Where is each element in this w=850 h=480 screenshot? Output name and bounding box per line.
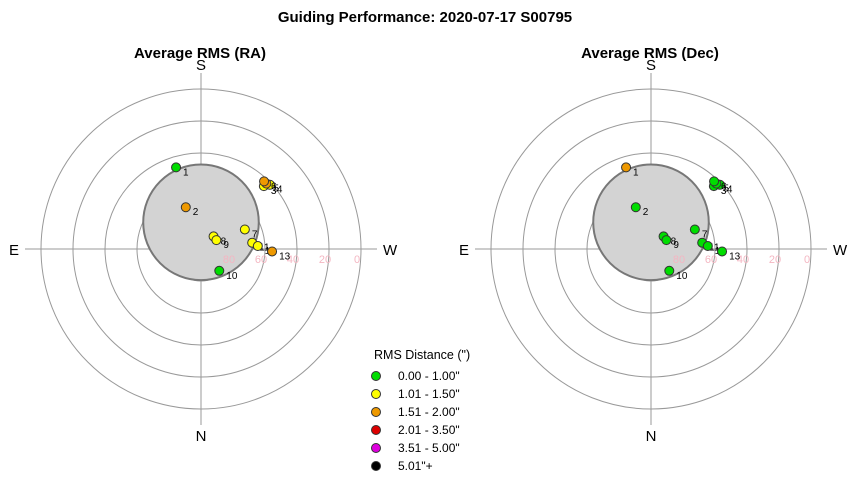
legend: RMS Distance (") 0.00 - 1.00" 1.01 - 1.5… [360,348,470,475]
data-point-label-ra-3: 3 [271,186,277,197]
data-point-dec-9 [661,235,672,246]
radial-tick-label-ra-0: 0 [354,254,360,266]
data-point-label-dec-3: 3 [721,186,727,197]
legend-swatch-bin-3 [371,407,381,417]
compass-label-ra-left: E [9,242,19,259]
legend-swatch-bin-6 [371,461,381,471]
radial-tick-label-dec-0: 0 [804,254,810,266]
data-point-ra-1 [171,162,182,173]
data-point-ra-2 [180,202,191,213]
data-point-label-dec-4: 4 [727,185,733,196]
radial-tick-label-dec-60: 60 [705,254,717,266]
legend-entry-bin-5: 3.51 - 5.00" [360,439,470,457]
exclusion-zone-dec [592,163,710,282]
legend-entry-bin-1: 0.00 - 1.00" [360,367,470,385]
data-point-label-ra-10: 10 [226,271,238,282]
radial-tick-label-dec-40: 40 [737,254,749,266]
data-point-ra-6 [259,176,270,187]
data-point-dec-6 [709,176,720,187]
data-point-label-ra-7: 7 [252,229,258,240]
data-point-label-dec-1: 1 [633,167,639,178]
legend-swatch-bin-4 [371,425,381,435]
radial-tick-label-dec-80: 80 [673,254,685,266]
radial-tick-label-ra-60: 60 [255,254,267,266]
data-point-label-dec-9: 9 [673,240,679,251]
data-point-label-dec-6: 6 [721,181,727,192]
data-point-label-dec-2: 2 [643,207,649,218]
compass-label-dec-bottom: N [646,428,657,445]
legend-label-bin-4: 2.01 - 3.50" [398,423,460,437]
data-point-ra-13 [267,246,278,257]
data-point-label-dec-11: 11 [709,243,720,254]
legend-swatch-bin-2 [371,389,381,399]
data-point-ra-7 [239,224,250,235]
data-point-dec-13 [717,246,728,257]
legend-label-bin-5: 3.51 - 5.00" [398,441,460,455]
data-point-label-ra-1: 1 [183,167,189,178]
data-point-dec-7 [689,224,700,235]
data-point-dec-12 [702,241,713,252]
compass-label-dec-top: S [646,57,656,74]
legend-title: RMS Distance (") [374,348,471,362]
data-point-label-dec-7: 7 [702,229,708,240]
compass-label-dec-left: E [459,242,469,259]
legend-swatch-bin-5 [371,443,381,453]
data-point-label-ra-9: 9 [223,240,229,251]
compass-label-ra-top: S [196,57,206,74]
data-point-ra-9 [211,235,222,246]
data-point-label-dec-13: 13 [729,251,741,262]
data-point-ra-12 [252,241,263,252]
compass-label-ra-right: W [383,242,398,259]
legend-swatch-bin-1 [371,371,381,381]
data-point-dec-1 [621,162,632,173]
data-point-dec-2 [630,202,641,213]
legend-label-bin-6: 5.01"+ [398,459,433,473]
legend-label-bin-2: 1.01 - 1.50" [398,387,460,401]
legend-label-bin-3: 1.51 - 2.00" [398,405,460,419]
legend-entry-bin-4: 2.01 - 3.50" [360,421,470,439]
data-point-dec-10 [664,265,675,276]
radial-tick-label-ra-40: 40 [287,254,299,266]
panel-title-ra: Average RMS (RA) [134,45,266,62]
radial-tick-label-ra-80: 80 [223,254,235,266]
data-point-label-ra-4: 4 [277,185,283,196]
radial-tick-label-dec-20: 20 [769,254,781,266]
legend-label-bin-1: 0.00 - 1.00" [398,369,460,383]
panel-title-dec: Average RMS (Dec) [581,45,719,62]
data-point-ra-10 [214,265,225,276]
exclusion-zone-ra [142,163,260,282]
data-point-label-dec-10: 10 [676,271,688,282]
data-point-label-ra-5: 5 [273,184,279,195]
data-point-label-ra-8: 8 [221,236,227,247]
compass-label-ra-bottom: N [196,428,207,445]
data-point-label-dec-8: 8 [671,236,677,247]
chart-title: Guiding Performance: 2020-07-17 S00795 [277,9,573,26]
legend-entry-bin-2: 1.01 - 1.50" [360,385,470,403]
compass-label-dec-right: W [833,242,848,259]
data-point-label-ra-11: 11 [259,243,270,254]
data-point-label-ra-2: 2 [193,207,199,218]
legend-entry-bin-6: 5.01"+ [360,457,470,475]
legend-entry-bin-3: 1.51 - 2.00" [360,403,470,421]
radial-tick-label-ra-20: 20 [319,254,331,266]
data-point-label-ra-6: 6 [271,181,277,192]
data-point-label-ra-13: 13 [279,251,291,262]
data-point-label-dec-5: 5 [723,184,729,195]
